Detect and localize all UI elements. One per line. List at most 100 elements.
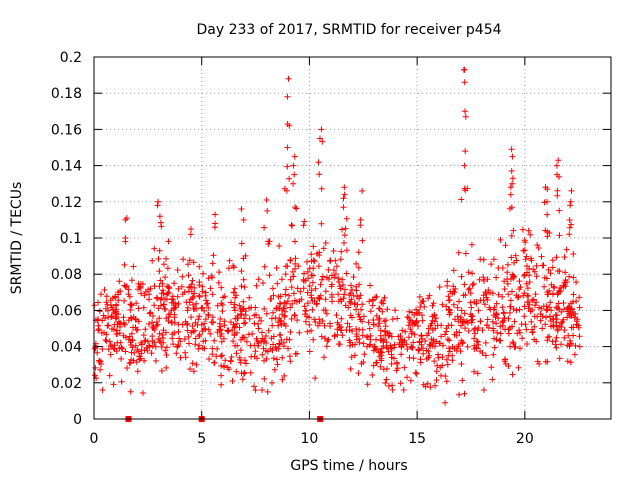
data-point (548, 281, 555, 288)
data-point (344, 320, 351, 327)
data-point (240, 370, 247, 377)
data-point (389, 316, 396, 323)
data-point (467, 290, 474, 297)
data-point (493, 311, 500, 318)
data-point (318, 220, 325, 227)
data-point (241, 284, 248, 291)
data-point (524, 341, 530, 347)
data-point (468, 304, 475, 311)
data-point (263, 310, 270, 317)
data-point (146, 291, 153, 298)
data-point (184, 320, 191, 327)
data-point (242, 319, 249, 326)
data-point (289, 268, 296, 275)
data-point (361, 351, 368, 358)
data-point (468, 241, 475, 248)
data-point (101, 286, 108, 293)
data-point (193, 300, 200, 307)
data-point (231, 331, 238, 337)
data-point (121, 261, 128, 268)
data-point (213, 353, 220, 360)
data-point (190, 368, 197, 375)
data-point (141, 357, 148, 364)
data-point (317, 135, 323, 142)
data-point (405, 334, 412, 341)
data-point (263, 197, 270, 203)
data-point (431, 358, 438, 365)
data-point (286, 336, 293, 343)
data-point (306, 348, 313, 355)
data-point (490, 256, 497, 263)
data-point (118, 344, 125, 351)
data-point (274, 280, 281, 287)
data-point (462, 113, 469, 120)
data-point (494, 329, 501, 336)
data-point (341, 191, 348, 198)
data-point (507, 276, 514, 283)
data-point (122, 238, 129, 245)
data-point (125, 317, 132, 324)
data-point (312, 319, 319, 325)
data-point (290, 162, 297, 169)
data-point (192, 319, 199, 326)
data-point (321, 335, 328, 342)
x-tick-label: 0 (90, 431, 99, 447)
data-point (269, 322, 276, 329)
data-point (152, 357, 159, 364)
data-point (531, 336, 538, 343)
data-point (286, 292, 292, 299)
data-point (553, 322, 560, 329)
data-point (158, 367, 165, 374)
data-point (517, 284, 524, 291)
data-point (431, 312, 438, 319)
data-point (230, 264, 237, 271)
data-point (178, 283, 185, 290)
data-point (506, 309, 513, 316)
data-point (561, 327, 568, 334)
data-point (339, 276, 346, 283)
data-point (275, 322, 282, 329)
data-point (406, 319, 413, 326)
data-point (373, 293, 380, 300)
data-point (445, 352, 452, 359)
data-point (543, 303, 550, 310)
data-point (461, 281, 468, 288)
data-point (209, 314, 216, 321)
data-point (231, 304, 238, 311)
data-point (351, 301, 358, 308)
data-point (287, 276, 294, 283)
data-point (505, 363, 512, 369)
data-point (573, 279, 580, 286)
data-point (309, 306, 316, 313)
data-point (341, 184, 348, 191)
data-point (476, 276, 483, 283)
data-point (380, 297, 387, 304)
data-point (509, 339, 516, 346)
data-point (456, 391, 463, 398)
data-point (369, 372, 376, 378)
data-point (512, 343, 519, 350)
data-point (276, 331, 283, 338)
data-point (533, 273, 540, 280)
data-point (515, 364, 522, 371)
data-point (330, 248, 337, 254)
data-point (556, 207, 563, 214)
data-point (133, 326, 140, 333)
data-point (245, 331, 252, 338)
data-point (115, 291, 122, 298)
data-point (269, 285, 276, 292)
data-point (489, 376, 496, 383)
data-point (120, 314, 127, 321)
data-point (243, 360, 250, 367)
data-point (156, 213, 163, 220)
data-point (438, 333, 445, 340)
data-point (398, 351, 405, 358)
data-point (286, 122, 293, 129)
data-point (465, 269, 472, 276)
data-point (439, 301, 446, 308)
data-point (281, 305, 288, 312)
data-point (261, 224, 268, 231)
data-point (152, 343, 159, 350)
data-point (287, 358, 294, 365)
data-point (376, 305, 383, 312)
